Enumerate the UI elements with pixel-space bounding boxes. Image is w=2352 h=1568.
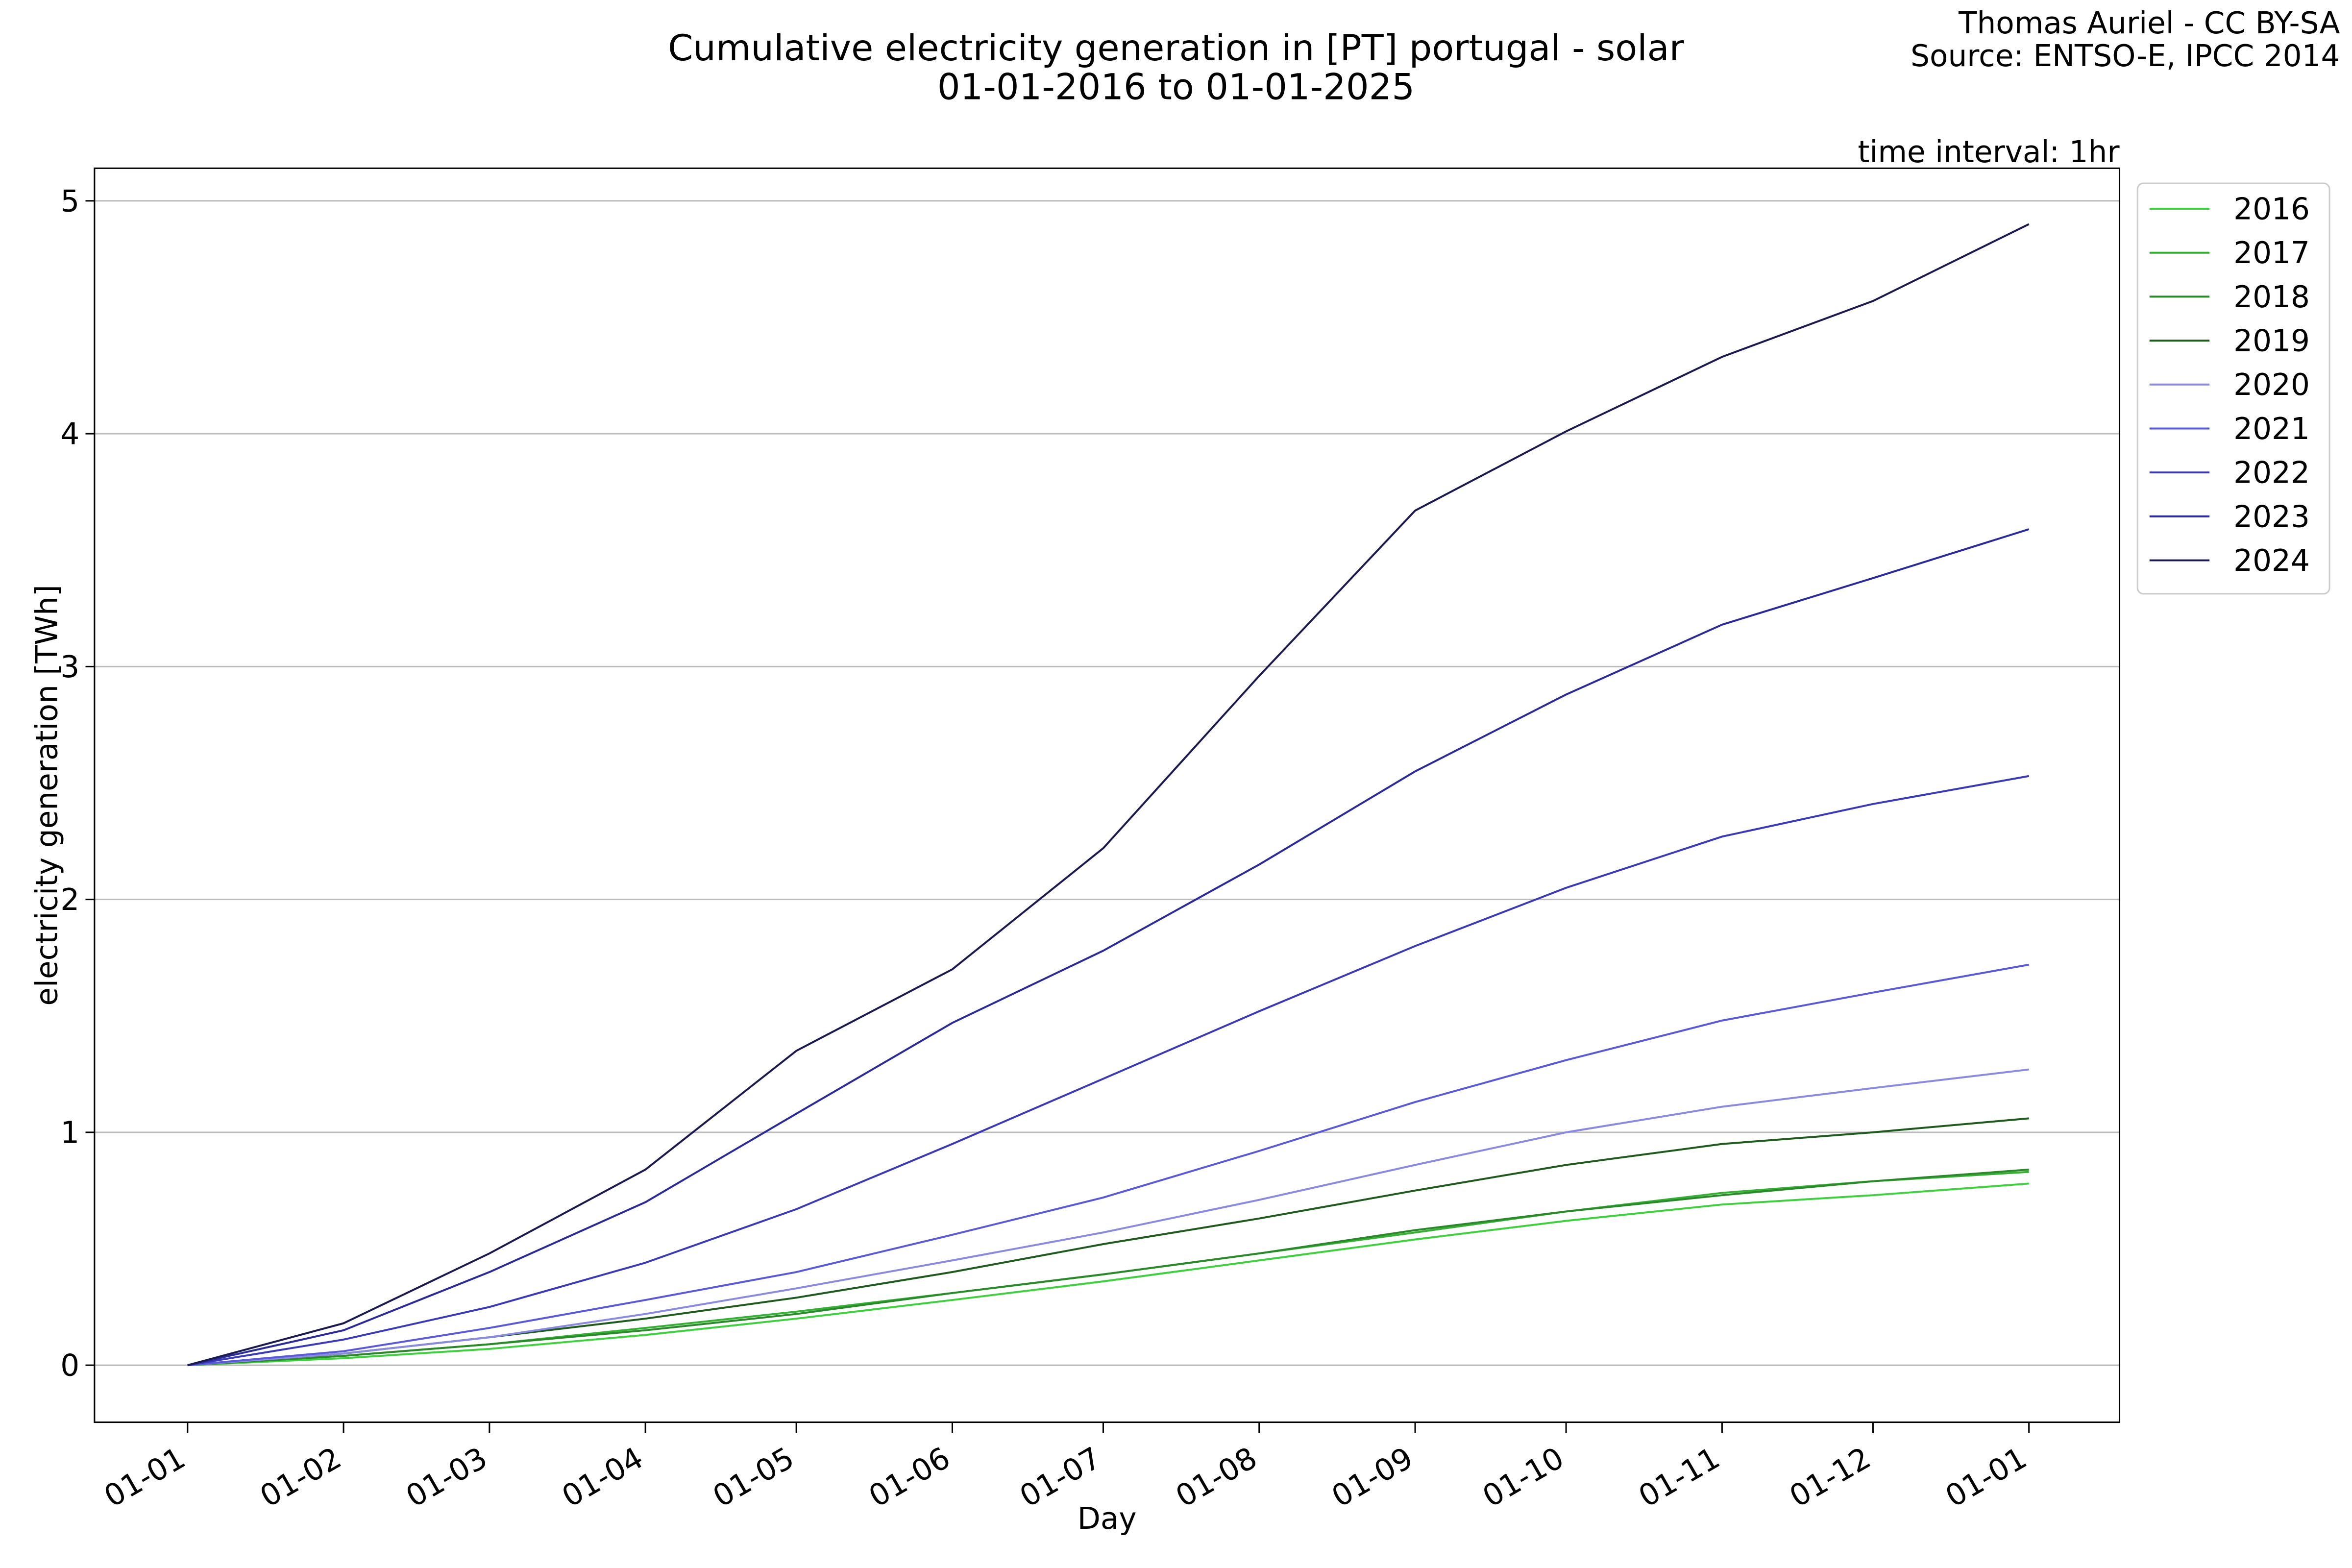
series-line xyxy=(187,223,2030,1367)
legend-label: 2021 xyxy=(2233,412,2310,446)
y-axis-label: electricity generation [TWh] xyxy=(29,585,64,1005)
series-line xyxy=(187,1171,2029,1367)
y-tick-label: 1 xyxy=(60,1115,79,1150)
y-tick-label: 0 xyxy=(60,1348,79,1383)
legend-frame xyxy=(2136,182,2330,595)
x-tick-label: 01-01 xyxy=(98,1441,192,1514)
x-tick-label: 01-11 xyxy=(1633,1441,1726,1514)
x-axis-label: Day xyxy=(1078,1501,1137,1536)
x-tick-label: 01-06 xyxy=(863,1441,956,1514)
x-tick-label: 01-05 xyxy=(707,1441,800,1514)
series-line xyxy=(187,1168,2029,1367)
series-line xyxy=(187,775,2030,1367)
series-line xyxy=(187,1182,2029,1367)
x-tick-label: 01-09 xyxy=(1326,1441,1419,1514)
y-tick-label: 3 xyxy=(60,650,79,685)
x-tick-label: 01-12 xyxy=(1784,1441,1877,1514)
x-tick-label: 01-01 xyxy=(1940,1441,2033,1514)
x-tick-label: 01-04 xyxy=(556,1441,649,1514)
x-tick-label: 01-03 xyxy=(400,1441,493,1514)
y-tick-label: 2 xyxy=(60,882,79,917)
legend-label: 2017 xyxy=(2233,236,2310,270)
y-tick-label: 5 xyxy=(60,184,79,219)
legend-label: 2023 xyxy=(2233,499,2310,534)
legend-label: 2019 xyxy=(2233,324,2310,359)
series-line xyxy=(187,1068,2029,1367)
series-line xyxy=(187,963,2030,1367)
x-tick-label: 01-08 xyxy=(1170,1441,1263,1514)
series-line xyxy=(187,1117,2029,1367)
series-line xyxy=(187,528,2030,1367)
y-tick-label: 4 xyxy=(60,417,79,452)
plot-frame xyxy=(94,167,2121,1423)
credit: Source: ENTSO-E, IPCC 2014 xyxy=(1911,39,2340,74)
legend-label: 2016 xyxy=(2233,192,2310,226)
annotation: time interval: 1hr xyxy=(1858,135,2120,170)
chart-subtitle: 01-01-2016 to 01-01-2025 xyxy=(937,67,1415,108)
legend-label: 2022 xyxy=(2233,456,2310,490)
legend-label: 2018 xyxy=(2233,280,2310,315)
credit: Thomas Auriel - CC BY-SA xyxy=(1958,6,2340,41)
legend-label: 2024 xyxy=(2233,543,2310,578)
x-tick-label: 01-10 xyxy=(1477,1441,1570,1514)
x-tick-label: 01-02 xyxy=(254,1441,347,1514)
chart-title: Cumulative electricity generation in [PT… xyxy=(668,27,1685,69)
legend-label: 2020 xyxy=(2233,368,2310,402)
